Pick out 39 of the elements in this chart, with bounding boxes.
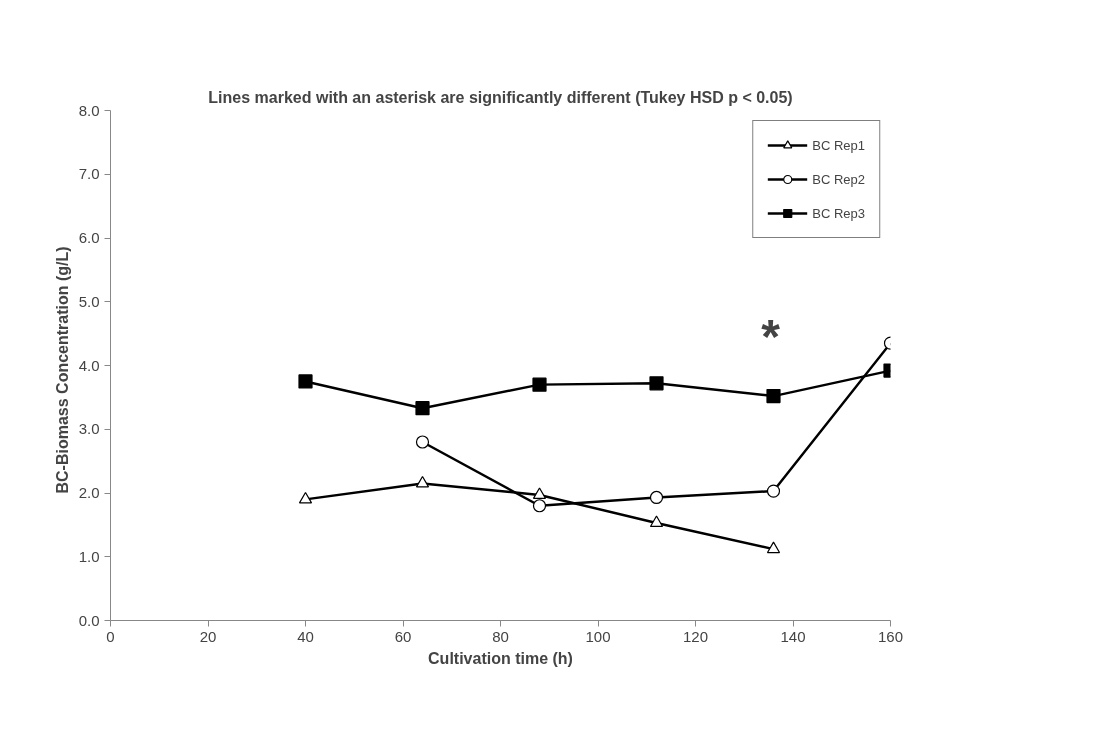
point: [532, 499, 547, 513]
point: [415, 475, 430, 488]
point: [415, 401, 430, 416]
y-tick-label: 2.0: [78, 484, 100, 501]
annotation: *: [761, 309, 781, 363]
point: [298, 491, 313, 504]
point: [532, 377, 547, 392]
y-tick-label: 5.0: [78, 292, 100, 310]
y-axis-title: BC-Biomass Concentration (g/L): [53, 246, 71, 494]
point: [766, 484, 781, 498]
y-tick-label: 1.0: [78, 547, 100, 565]
point: [298, 374, 313, 389]
point: [766, 389, 781, 404]
y-tick-label: 0.0: [78, 611, 100, 629]
y-tick-label: 6.0: [78, 229, 100, 246]
x-tick-label: 80: [492, 627, 509, 645]
x-tick-label: 120: [682, 627, 709, 645]
point: [649, 376, 664, 391]
point: [649, 490, 664, 505]
x-tick-label: 40: [297, 627, 314, 645]
x-tick-label: 20: [199, 627, 217, 645]
y-tick-label: 4.0: [78, 356, 100, 374]
point: [415, 435, 430, 449]
point: [532, 487, 547, 499]
x-tick-label: 140: [780, 627, 806, 645]
x-tick-label: 60: [394, 627, 412, 645]
chart-title: Lines marked with an asterisk are significantly different (Tukey HSD p < 0.05): [208, 88, 793, 106]
x-axis-title: Cultivation time (h): [428, 649, 573, 667]
x-tick-label: 0: [106, 627, 115, 645]
legend-label: BC Rep3: [812, 205, 865, 221]
y-tick-label: 8.0: [78, 101, 100, 119]
point: [649, 515, 664, 528]
x-tick-label: 100: [585, 627, 611, 645]
x-tick-label: 160: [877, 627, 904, 645]
y-tick-label: 7.0: [78, 165, 100, 183]
legend-label: BC Rep2: [812, 171, 865, 187]
y-tick-label: 3.0: [78, 420, 100, 438]
point: [766, 541, 781, 554]
legend-label: BC Rep1: [812, 137, 865, 153]
